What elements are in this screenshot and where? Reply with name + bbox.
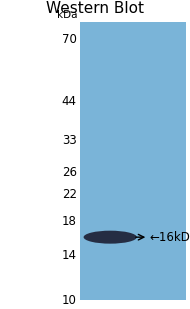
Text: 18: 18 — [62, 215, 77, 228]
Text: 10: 10 — [62, 294, 77, 307]
Text: 26: 26 — [62, 166, 77, 179]
Text: 70: 70 — [62, 33, 77, 46]
Text: Western Blot: Western Blot — [46, 1, 144, 16]
Ellipse shape — [84, 231, 137, 244]
Text: 33: 33 — [62, 134, 77, 147]
Bar — [80, 22, 186, 300]
Text: 44: 44 — [62, 95, 77, 108]
Text: ←16kDa: ←16kDa — [149, 231, 190, 244]
Text: 14: 14 — [62, 248, 77, 261]
Text: kDa: kDa — [57, 10, 78, 20]
Text: 22: 22 — [62, 188, 77, 201]
